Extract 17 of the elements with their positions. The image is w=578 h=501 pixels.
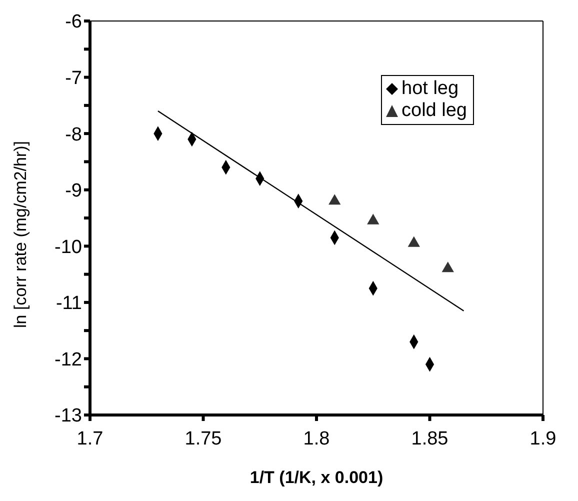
legend-label: cold leg xyxy=(400,100,467,122)
x-tick-label: 1.8 xyxy=(303,428,330,450)
y-tick-label: -8 xyxy=(65,124,82,146)
x-tick-label: 1.85 xyxy=(411,428,448,450)
x-tick-label: 1.9 xyxy=(530,428,556,450)
y-tick-label: -7 xyxy=(65,68,82,90)
x-axis-title: 1/T (1/K, x 0.001) xyxy=(250,468,384,487)
y-tick-label: -12 xyxy=(54,349,82,370)
y-axis-title: ln [corr rate (mg/cm2/hr)] xyxy=(11,140,30,328)
y-tick-label: -9 xyxy=(65,180,82,202)
y-tick-label: -6 xyxy=(65,12,82,33)
y-tick-label: -10 xyxy=(54,236,82,258)
y-tick-label: -13 xyxy=(54,406,82,427)
x-tick-label: 1.75 xyxy=(184,428,222,450)
legend-label: hot leg xyxy=(400,78,460,100)
y-tick-label: -11 xyxy=(56,293,82,314)
x-tick-label: 1.7 xyxy=(76,428,104,450)
